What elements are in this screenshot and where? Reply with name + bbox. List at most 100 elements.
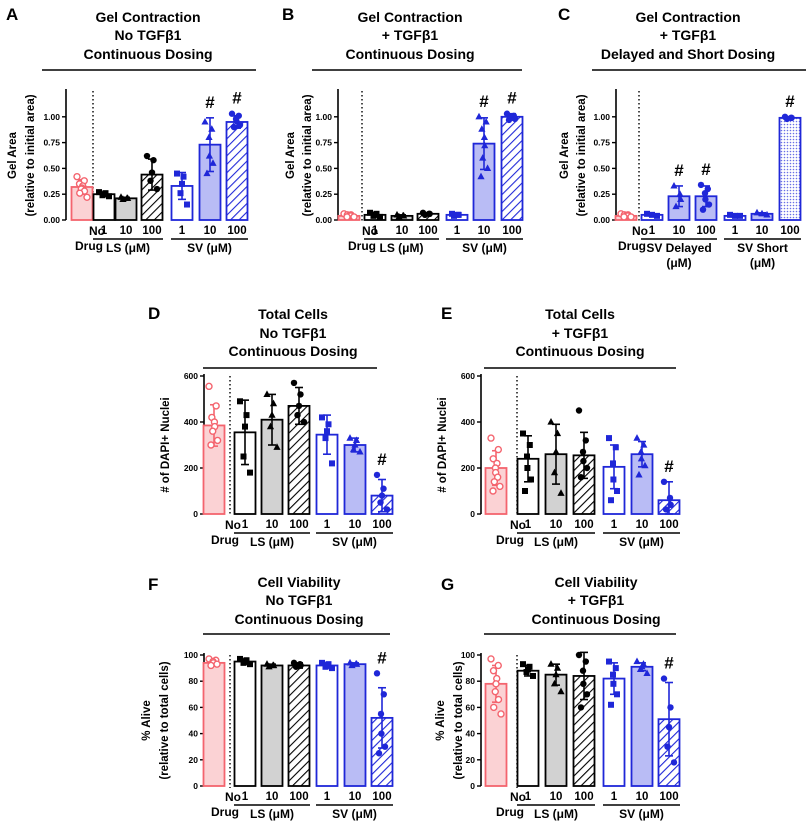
significance-hash: #: [664, 457, 674, 476]
data-point-circle: [292, 663, 300, 670]
y-tick-label: 0.00: [593, 215, 610, 225]
data-point-square: [177, 190, 184, 197]
data-point-circle-open: [207, 661, 215, 670]
y-tick-label: 0.75: [43, 138, 60, 148]
data-point-circle: [511, 115, 519, 123]
data-point-triangle: [482, 117, 490, 125]
data-point-circle: [665, 723, 673, 731]
bar: [202, 661, 226, 787]
x-tick-label: 100: [574, 519, 593, 531]
data-point-triangle: [550, 679, 559, 687]
chart-title-line: Continuous Dosing: [234, 611, 363, 627]
data-point-circle-open: [83, 193, 91, 201]
chart-title-line: No TGFβ1: [266, 592, 333, 608]
group-label: SV (μM): [332, 807, 377, 821]
panel-g: G Cell Viability + TGFβ1 Continuous Dosing 0…: [435, 574, 681, 821]
data-point-triangle: [266, 422, 275, 430]
data-point-circle-open: [350, 213, 358, 221]
data-point-square: [240, 453, 247, 460]
data-point-square: [240, 659, 247, 666]
bar: [778, 116, 802, 221]
x-tick-label: 1: [611, 791, 618, 803]
y-tick-label: 0.50: [43, 163, 60, 173]
data-point-circle: [662, 506, 670, 513]
data-point-square: [612, 444, 619, 451]
x-tick-label: 1: [242, 791, 249, 803]
data-point-triangle: [676, 190, 684, 197]
nodrug-label: No: [362, 224, 378, 238]
data-point-square: [523, 669, 530, 676]
panel-letter: E: [441, 304, 452, 323]
panel-e: E Total Cells + TGFβ1 Continuous Dosing 0 200…: [437, 304, 681, 549]
data-point-circle-open: [212, 402, 220, 410]
data-point-square: [610, 476, 617, 483]
data-point-triangle: [478, 125, 486, 132]
group-label: LS (μM): [380, 241, 424, 255]
bar-group: [287, 659, 311, 787]
data-point-square: [179, 180, 185, 187]
panel-letter: A: [6, 5, 18, 24]
data-point-circle: [579, 667, 587, 674]
panel-d: D Total Cells No TGFβ1 Continuous Dosing 0 20…: [148, 304, 394, 549]
bar-group: [202, 655, 226, 787]
x-tick-label: 100: [289, 791, 308, 803]
nodrug-label: Drug: [618, 239, 646, 253]
data-point-square: [610, 671, 616, 678]
group-unit: (μM): [666, 256, 691, 270]
data-point-square: [319, 414, 325, 421]
bar-group: [602, 435, 626, 515]
bar: [544, 673, 568, 787]
data-point-circle: [236, 121, 244, 129]
y-tick-label: 60: [466, 702, 476, 712]
y-tick-label: 100: [184, 650, 198, 660]
data-point-circle: [579, 448, 587, 456]
chart-title-line: Continuous Dosing: [83, 46, 212, 62]
y-tick-label: 400: [461, 417, 475, 427]
data-point-circle-open: [205, 382, 213, 391]
panel-f: F Cell Viability No TGFβ1 Continuous Dosing…: [141, 574, 394, 821]
data-point-triangle: [637, 447, 645, 455]
data-point-square: [106, 193, 112, 200]
nodrug-label: No: [225, 790, 241, 804]
chart-title-line: Total Cells: [545, 306, 615, 322]
data-point-triangle: [670, 181, 678, 189]
data-point-circle-open: [490, 478, 499, 486]
x-tick-label: 10: [120, 225, 133, 237]
x-tick-label: 1: [324, 791, 331, 803]
data-point-circle: [575, 651, 583, 659]
bar-group: [370, 670, 394, 787]
bar: [343, 444, 367, 515]
data-point-triangle: [477, 172, 485, 180]
bar-group: [260, 390, 284, 515]
bar: [225, 121, 249, 221]
panel-a: A Gel Contraction No TGFβ1 Continuous Dosin…: [6, 5, 256, 255]
bar: [287, 664, 311, 787]
y-axis-label: (relative to initial area): [576, 94, 588, 216]
data-point-circle: [297, 391, 304, 398]
chart-title-line: Total Cells: [258, 306, 328, 322]
chart-title-line: + TGFβ1: [568, 592, 625, 608]
y-tick-label: 0.00: [315, 215, 332, 225]
bar-group: [390, 210, 414, 221]
data-point-triangle: [635, 470, 643, 478]
data-point-circle-open: [487, 434, 495, 442]
x-tick-label: 1: [732, 225, 739, 237]
data-point-square: [237, 398, 243, 405]
bar-group: [92, 189, 116, 221]
panel-letter: F: [148, 575, 158, 594]
x-tick-label: 100: [418, 225, 437, 237]
y-axis-label: % Alive: [141, 700, 153, 740]
chart-title-line: Continuous Dosing: [345, 46, 474, 62]
y-axis-label: (relative to total cells): [159, 661, 171, 779]
x-tick-label: 10: [673, 225, 686, 237]
data-point-circle: [147, 177, 154, 184]
chart-title-line: No TGFβ1: [115, 27, 182, 43]
x-tick-label: 100: [780, 225, 799, 237]
nodrug-label: Drug: [496, 533, 524, 547]
data-point-square: [99, 192, 106, 199]
group-label: SV (μM): [332, 535, 377, 549]
data-point-square: [732, 212, 738, 219]
chart-title-line: + TGFβ1: [660, 27, 717, 43]
data-point-triangle: [395, 212, 403, 220]
data-point-triangle: [557, 489, 565, 496]
